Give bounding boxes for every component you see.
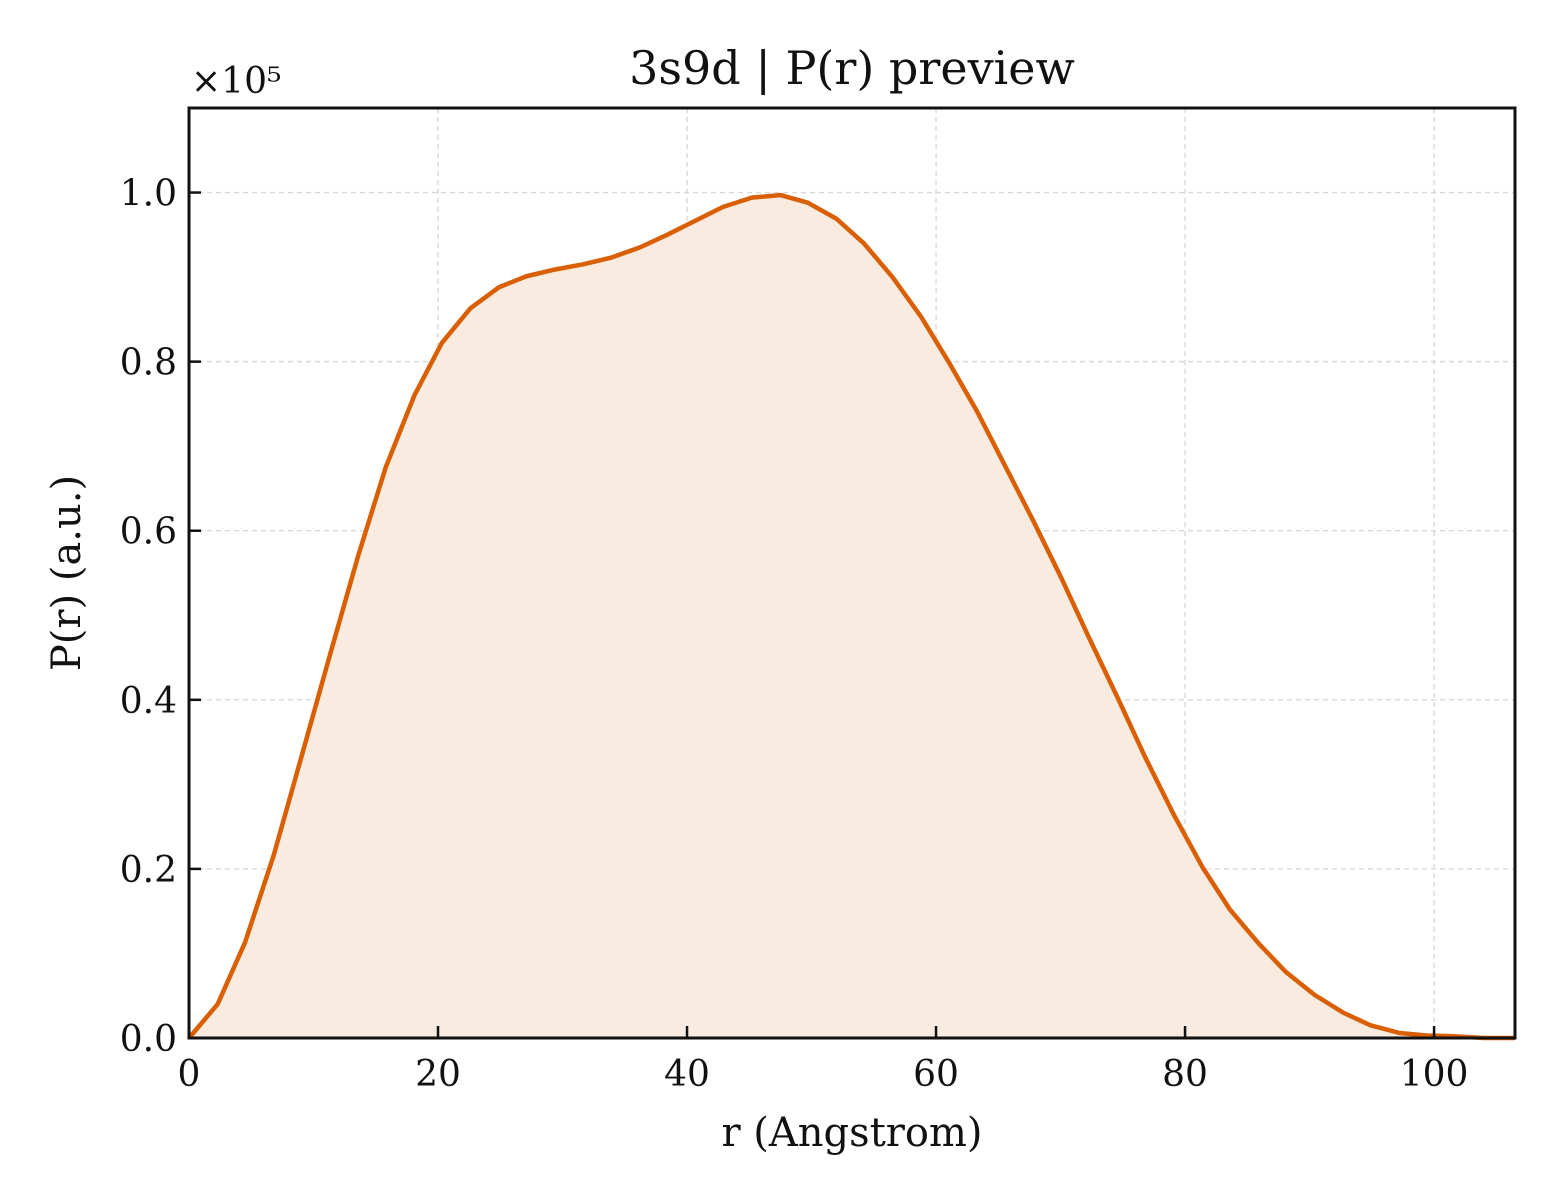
pr-area-fill	[189, 195, 1515, 1038]
x-tick-label: 80	[1162, 1054, 1208, 1095]
plot-frame	[187, 106, 1517, 1040]
y-offset-label: ×10⁵	[191, 61, 281, 102]
x-tick-label: 100	[1400, 1054, 1469, 1095]
chart-title: 3s9d | P(r) preview	[629, 41, 1075, 95]
y-axis-label: P(r) (a.u.)	[44, 475, 90, 671]
x-tick-label: 20	[415, 1054, 461, 1095]
y-tick-label: 0.2	[120, 850, 177, 891]
axis-ticks: 0 20 40 60 80 100 0.0 0.2 0.4 0.6 0.8 1.0	[120, 174, 1469, 1095]
y-tick-label: 0.0	[120, 1019, 177, 1060]
x-tick-label: 0	[178, 1054, 201, 1095]
pr-series-line	[187, 192, 1515, 1041]
x-tick-label: 40	[664, 1054, 710, 1095]
y-tick-label: 0.8	[120, 343, 177, 384]
y-tick-label: 0.6	[120, 512, 177, 553]
y-tick-label: 1.0	[120, 174, 177, 215]
y-tick-label: 0.4	[120, 681, 177, 722]
x-axis-label: r (Angstrom)	[721, 1110, 982, 1156]
x-tick-label: 60	[913, 1054, 959, 1095]
